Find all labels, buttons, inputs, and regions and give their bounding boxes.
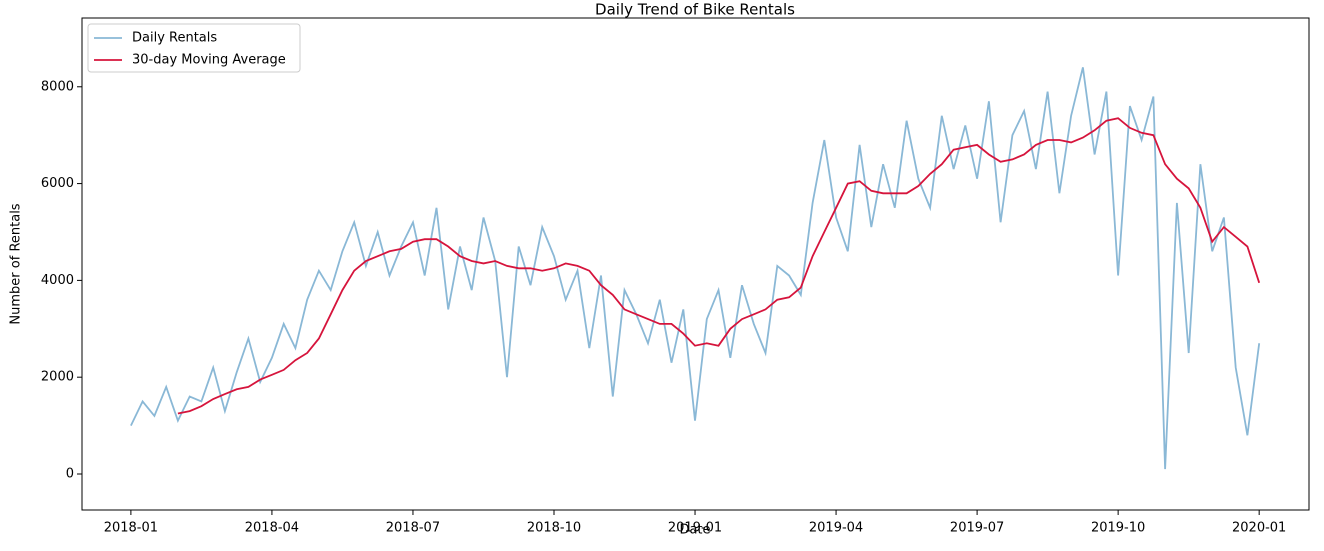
legend-box [87, 23, 301, 73]
x-tick-label: 2019-10 [1091, 521, 1145, 536]
x-tick-label: 2020-01 [1232, 521, 1286, 536]
x-tick-label: 2018-07 [386, 521, 440, 536]
legend-label: 30-day Moving Average [132, 53, 286, 68]
x-tick-label: 2018-04 [245, 521, 299, 536]
chart-title: Daily Trend of Bike Rentals [595, 1, 795, 19]
legend: Daily Rentals 30-day Moving Average [87, 23, 301, 73]
x-tick-label: 2019-07 [950, 521, 1004, 536]
y-tick-label: 6000 [41, 176, 74, 191]
legend-label: Daily Rentals [132, 31, 217, 46]
y-tick-label: 2000 [41, 370, 74, 385]
y-tick-label: 8000 [41, 79, 74, 94]
series-line [130, 67, 1261, 470]
y-tick-label: 4000 [41, 273, 74, 288]
x-tick-label: 2018-01 [104, 521, 158, 536]
x-axis-label: Date [679, 523, 710, 538]
x-tick-label: 2019-04 [809, 521, 863, 536]
x-tick-label: 2019-01 [668, 521, 722, 536]
plot-frame [81, 17, 1310, 511]
y-tick-label: 0 [66, 466, 74, 481]
y-axis-label: Number of Rentals [9, 203, 24, 324]
x-tick-label: 2018-10 [527, 521, 581, 536]
series-line [177, 117, 1261, 415]
